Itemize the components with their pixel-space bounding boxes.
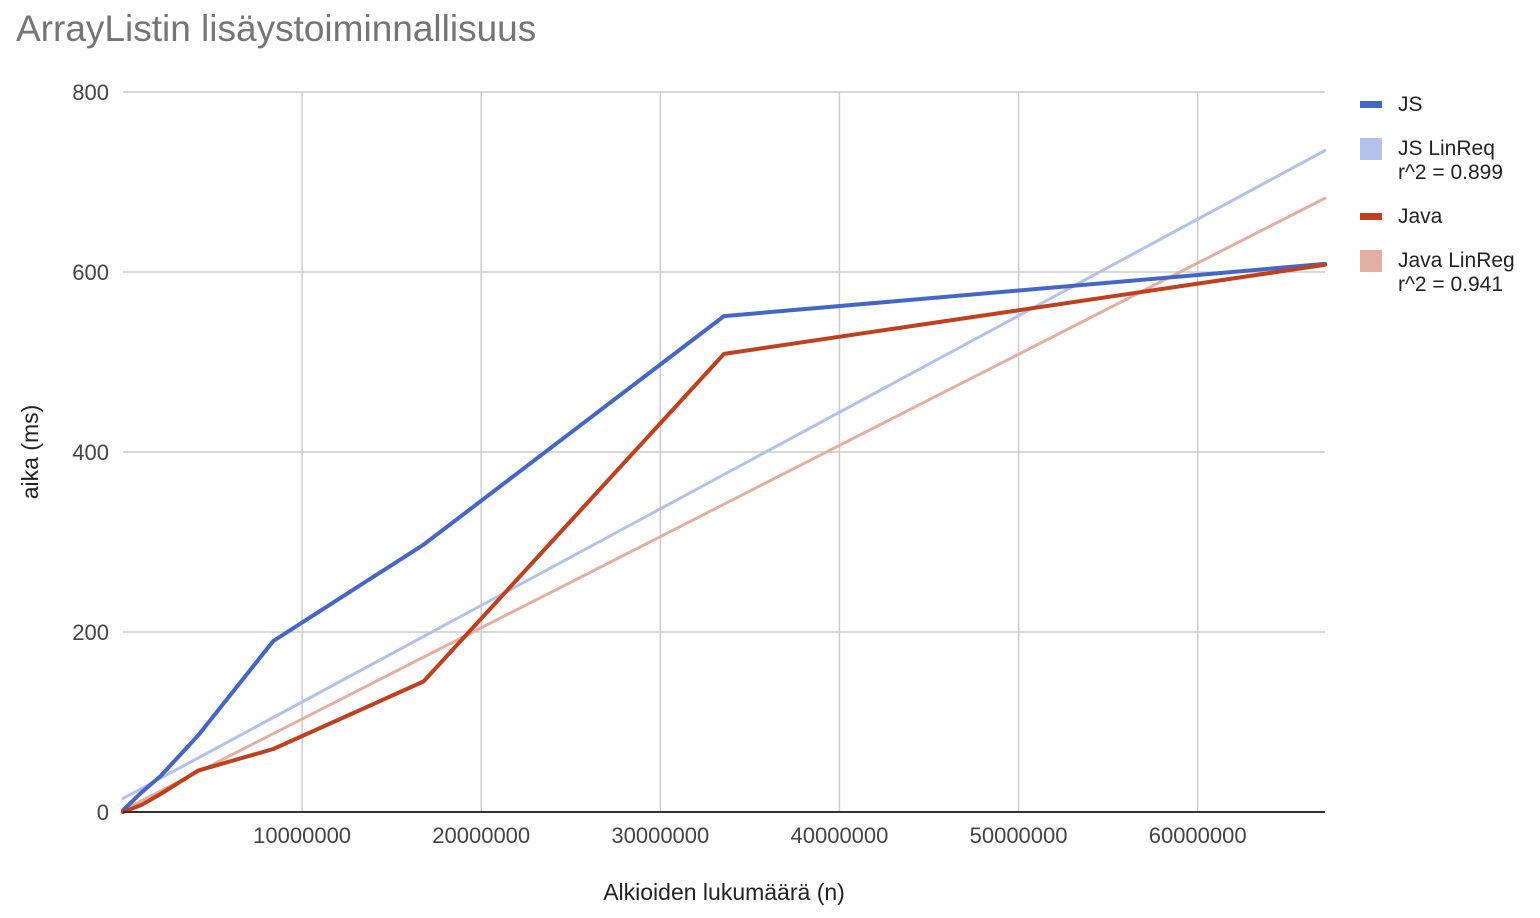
y-tick-label: 400 (72, 440, 109, 465)
x-tick-label: 10000000 (253, 823, 351, 848)
legend-swatch-js-linreq (1360, 138, 1382, 160)
legend-r2-java-linreg: r^2 = 0.941 (1398, 273, 1503, 296)
legend-swatch-js (1360, 101, 1382, 108)
legend-label-js-linreq: JS LinReq (1398, 137, 1495, 160)
x-tick-label: 40000000 (791, 823, 889, 848)
legend-swatch-java (1360, 213, 1382, 220)
tick-labels: 0 200 400 600 800 10000000 20000000 30000000 400… (72, 80, 1246, 848)
series-line-js-linreq (121, 149, 1327, 800)
series-line-js (121, 261, 1327, 813)
x-axis-title: Alkioiden lukumäärä (n) (603, 879, 845, 905)
grid-lines (123, 91, 1325, 812)
y-tick-label: 800 (72, 80, 109, 105)
series-line-java (121, 262, 1327, 814)
legend-swatch-java-linreg (1360, 250, 1382, 272)
legend-label-java-linreg: Java LinReg (1398, 249, 1515, 272)
legend-label-java: Java (1398, 205, 1443, 228)
legend-r2-js-linreq: r^2 = 0.899 (1398, 161, 1503, 184)
y-tick-label: 200 (72, 620, 109, 645)
y-tick-label: 600 (72, 260, 109, 285)
x-tick-label: 60000000 (1149, 823, 1247, 848)
y-axis-title: aika (ms) (17, 405, 43, 500)
chart-title: ArrayListin lisäystoiminnallisuus (16, 8, 537, 49)
legend-label-js: JS (1398, 93, 1423, 116)
x-tick-label: 50000000 (970, 823, 1068, 848)
x-tick-label: 30000000 (611, 823, 709, 848)
x-tick-label: 20000000 (432, 823, 530, 848)
y-tick-label: 0 (97, 800, 109, 825)
series-line-java-linreg (121, 196, 1327, 812)
series-lines (121, 149, 1327, 814)
